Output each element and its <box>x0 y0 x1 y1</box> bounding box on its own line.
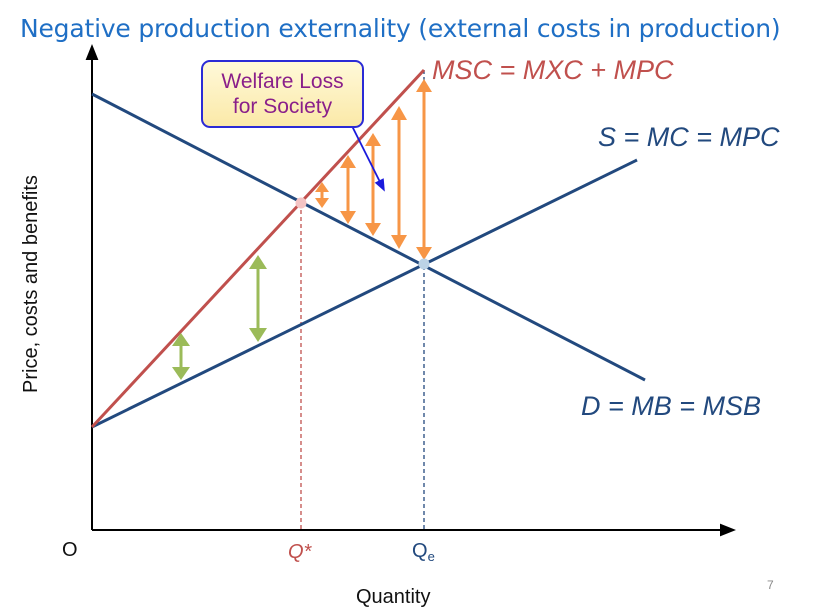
q-e-subscript: e <box>428 549 435 564</box>
q-star-label: Q* <box>288 541 313 563</box>
welfare-loss-callout: Welfare Loss for Society <box>201 60 364 128</box>
supply-curve <box>91 158 638 429</box>
welfare-pointer-arrow <box>351 125 385 192</box>
y-axis-label: Price, costs and benefits <box>20 175 42 393</box>
welfare-loss-arrow <box>391 106 407 249</box>
welfare-loss-arrow <box>416 79 432 260</box>
q-e-base: Q <box>412 540 428 562</box>
q-star-point <box>295 197 307 209</box>
demand-label: D = MB = MSB <box>581 391 761 421</box>
welfare-loss-arrow <box>315 182 329 208</box>
msc-label: MSC = MXC + MPC <box>432 55 674 85</box>
welfare-loss-arrow <box>365 133 381 236</box>
external-cost-arrow <box>172 333 190 380</box>
page-number: 7 <box>767 578 774 592</box>
external-cost-arrow <box>249 255 267 342</box>
slide-title: Negative production externality (externa… <box>20 14 781 43</box>
external-cost-arrows <box>172 255 267 380</box>
origin-label: O <box>62 539 78 561</box>
welfare-loss-line2: for Society <box>232 95 333 118</box>
welfare-loss-arrows <box>315 79 432 260</box>
x-axis-label: Quantity <box>356 586 430 607</box>
welfare-loss-line1: Welfare Loss <box>221 69 344 93</box>
demand-curve <box>91 92 646 382</box>
q-e-label: Qe <box>412 540 435 564</box>
supply-label: S = MC = MPC <box>598 122 780 152</box>
equilibrium-point <box>418 258 430 270</box>
welfare-loss-arrow <box>340 155 356 224</box>
msc-curve <box>90 68 426 429</box>
